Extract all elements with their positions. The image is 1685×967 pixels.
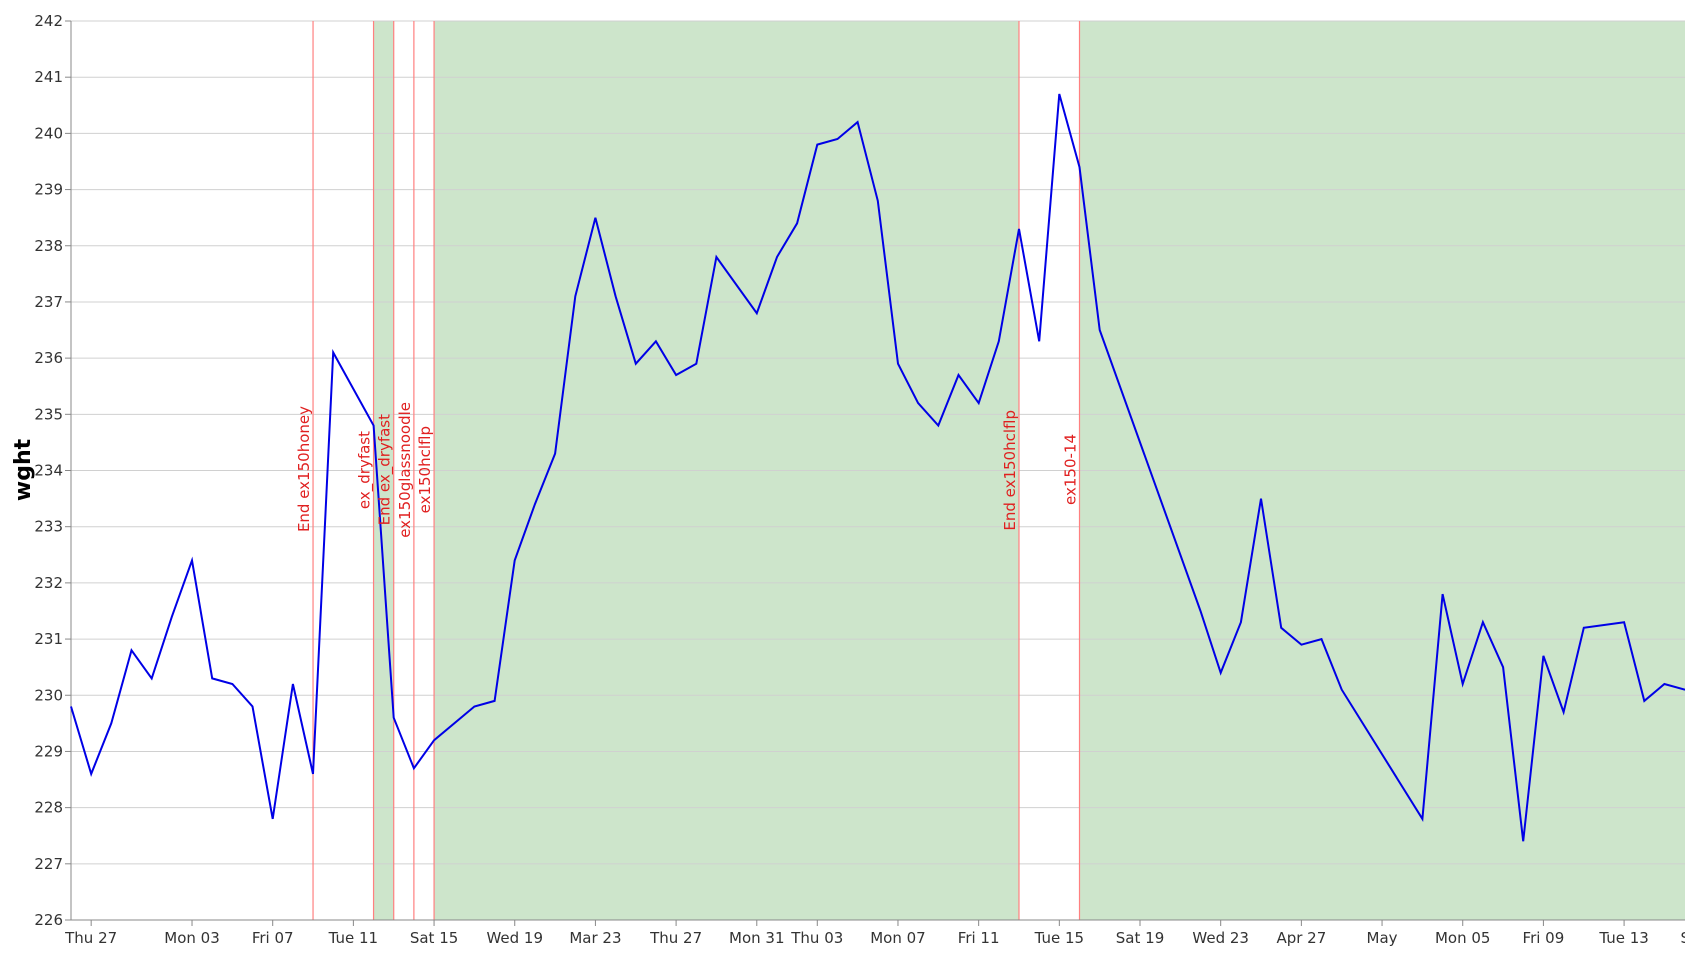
x-tick-label: Sat 19 (1116, 929, 1164, 947)
x-tick-label: Thu 27 (64, 929, 117, 947)
y-tick-label: 229 (34, 742, 63, 760)
y-tick-label: 242 (34, 12, 63, 30)
annotation-label: End ex_dryfast (376, 414, 395, 525)
annotation-lines (312, 21, 1081, 920)
y-tick-label: 232 (34, 574, 63, 592)
x-tick-label: Mon 31 (729, 929, 784, 947)
y-axis-title: wght (11, 438, 36, 501)
x-tick-label: Thu 27 (649, 929, 702, 947)
y-tick-label: 238 (34, 237, 63, 255)
annotation-label: ex150hclflp (416, 426, 434, 513)
y-tick-label: 241 (34, 68, 63, 86)
x-tick-label: Wed 23 (1192, 929, 1249, 947)
annotation-labels: End ex150honey ex_dryfast End ex_dryfast ex… (295, 402, 1080, 538)
series-line-0 (70, 93, 1685, 842)
y-tick-label: 230 (34, 686, 63, 704)
y-tick-label: 233 (34, 518, 63, 536)
y-tick-label: 228 (34, 799, 63, 817)
x-tick-label: Mon 05 (1435, 929, 1490, 947)
series (70, 93, 1685, 842)
x-tick-label: Apr 27 (1276, 929, 1326, 947)
x-tick-label: Tue 13 (1598, 929, 1648, 947)
x-tick-label: Mon 07 (870, 929, 925, 947)
y-tick-label: 227 (34, 855, 63, 873)
x-tick-label: Sat 17 (1681, 929, 1685, 947)
x-tick-label: Fri 07 (252, 929, 294, 947)
y-tick-label: 239 (34, 181, 63, 199)
x-tick-label: Tue 11 (328, 929, 378, 947)
x-tick-label: Fri 09 (1523, 929, 1565, 947)
y-tick-label: 240 (34, 124, 63, 142)
x-tick-label: Thu 03 (790, 929, 843, 947)
x-tick-label: Fri 11 (958, 929, 1000, 947)
x-tick-label: Mar 23 (569, 929, 621, 947)
y-tick-label: 226 (34, 911, 63, 929)
annotation-label: End ex150honey (295, 406, 313, 532)
x-tick-label: Wed 19 (486, 929, 543, 947)
annotation-label: End ex150hclflp (1001, 410, 1019, 531)
y-tick-label: 235 (34, 405, 63, 423)
x-tick-label: May (1367, 929, 1398, 947)
annotation-label: ex_dryfast (356, 431, 375, 509)
gridlines (71, 20, 1685, 921)
y-tick-label: 234 (34, 462, 63, 480)
y-tick-label: 231 (34, 630, 63, 648)
annotation-label: ex150-14 (1062, 434, 1080, 505)
y-tick-label: 237 (34, 293, 63, 311)
annotation-label: ex150glassnoodle (396, 402, 414, 538)
axes: 226 227 228 229 230 231 232 233 234 235 236 237 238 2… (34, 12, 1685, 947)
y-tick-label: 236 (34, 349, 63, 367)
x-tick-label: Tue 15 (1034, 929, 1084, 947)
x-tick-label: Mon 03 (164, 929, 219, 947)
x-tick-label: Sat 15 (410, 929, 458, 947)
